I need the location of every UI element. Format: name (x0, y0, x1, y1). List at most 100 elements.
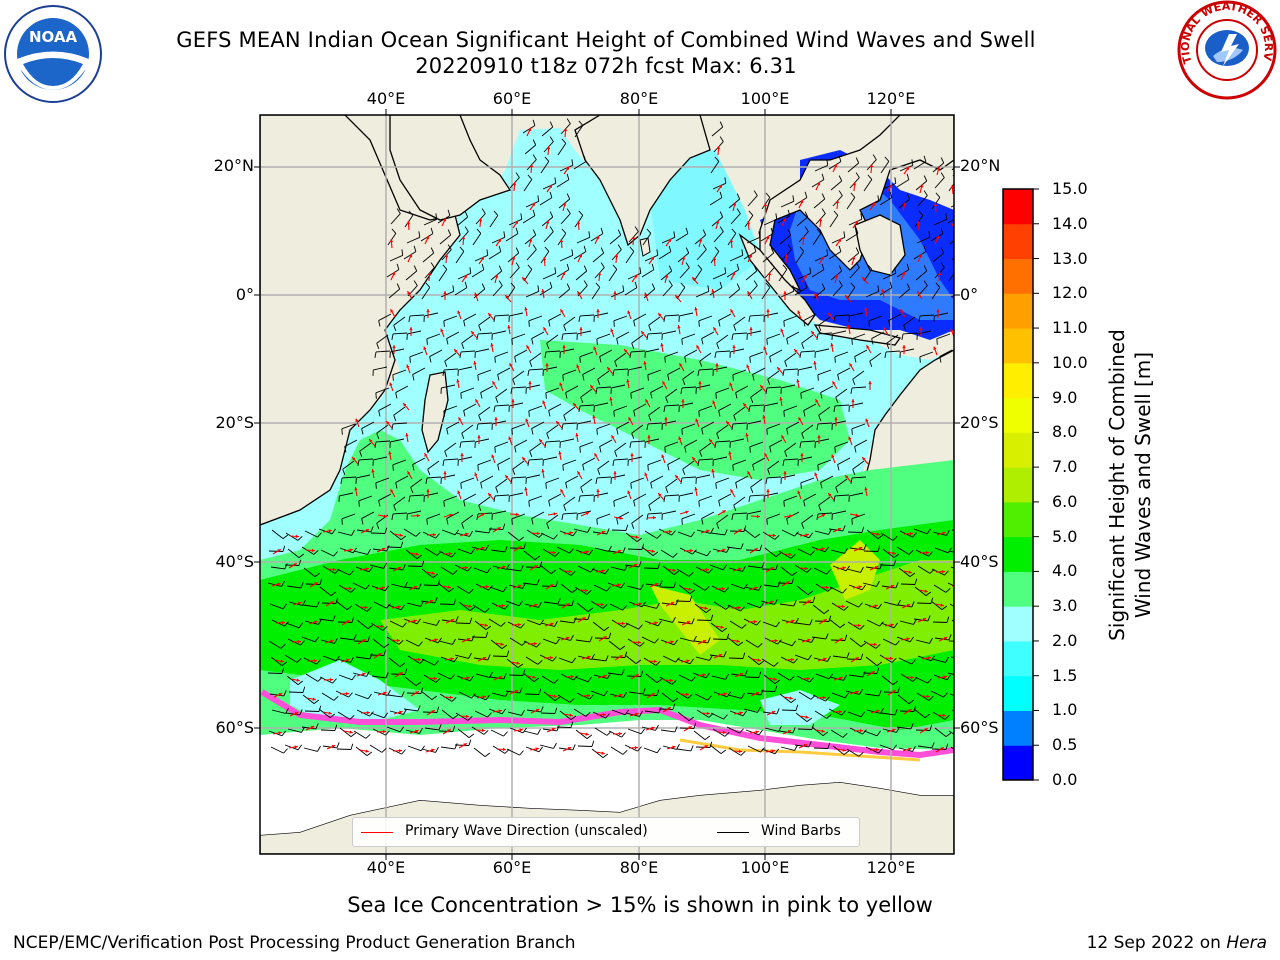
wind-barb (658, 245, 672, 260)
wind-barb (764, 547, 782, 557)
wind-barb (726, 636, 744, 646)
wind-barb (412, 457, 426, 471)
wind-barb (798, 596, 816, 603)
wind-barb (726, 543, 744, 550)
wind-barb (608, 547, 626, 554)
wave-direction-arrow (632, 602, 642, 606)
wind-barb (728, 283, 741, 299)
wind-barb (609, 229, 622, 245)
wave-direction-arrow (763, 346, 768, 356)
wave-direction-arrow (359, 749, 369, 753)
wind-barb (747, 745, 765, 753)
wind-barb (745, 639, 763, 648)
wave-direction-arrow (385, 420, 393, 429)
wave-direction-arrow (575, 433, 579, 443)
wave-direction-arrow (644, 472, 649, 482)
wind-barb (490, 639, 508, 649)
wind-barb (477, 369, 492, 381)
wind-barb (735, 475, 749, 489)
wind-barb (811, 726, 829, 736)
wave-direction-arrow (694, 307, 698, 317)
wave-direction-arrow (919, 184, 924, 194)
wind-barb (761, 282, 771, 300)
wind-barb (816, 422, 833, 430)
wind-barb (285, 622, 303, 629)
wind-barb (471, 263, 485, 278)
wind-barb (543, 226, 554, 243)
wave-direction-arrow (902, 747, 912, 752)
wave-direction-arrow (648, 256, 655, 265)
wind-barb (582, 457, 596, 471)
wave-direction-arrow (715, 363, 719, 372)
wave-direction-arrow (495, 238, 502, 247)
wave-direction-arrow (376, 547, 386, 553)
wind-barb (845, 227, 859, 242)
wind-barb (579, 351, 594, 363)
wind-barb (357, 458, 374, 466)
wind-barb (580, 388, 593, 403)
wave-direction-arrow (680, 659, 690, 663)
wind-barb (573, 526, 591, 533)
wave-direction-arrow (579, 732, 589, 736)
colorbar-tick: 12.0 (1052, 283, 1088, 303)
wave-direction-arrow (322, 711, 332, 715)
wind-barb (677, 531, 695, 538)
wave-direction-arrow (815, 398, 821, 408)
wave-direction-arrow (682, 587, 692, 591)
wave-direction-arrow (817, 657, 827, 662)
wave-direction-arrow (593, 346, 598, 356)
wind-barb (693, 264, 703, 282)
wind-barb (439, 693, 457, 702)
lon-label-bottom-100e: 100°E (740, 858, 790, 877)
wind-barb (305, 578, 323, 585)
wind-barb (454, 281, 468, 296)
wind-barb (644, 438, 660, 448)
wind-barb (355, 653, 373, 660)
wind-barb (612, 368, 629, 376)
wind-barb (800, 387, 815, 399)
wind-barb (472, 604, 490, 613)
wave-direction-arrow (716, 548, 726, 553)
wind-barb (559, 348, 575, 358)
wave-direction-arrow (615, 621, 626, 626)
wind-barb (339, 727, 357, 737)
wave-direction-arrow (729, 238, 734, 249)
wave-direction-arrow (700, 529, 710, 534)
wave-direction-arrow (443, 471, 447, 480)
wind-barb (849, 262, 860, 279)
wind-barb (388, 564, 406, 571)
wave-direction-arrow (867, 642, 878, 647)
wave-direction-arrow (598, 635, 607, 642)
wave-direction-arrow (935, 570, 946, 574)
wave-direction-arrow (562, 202, 567, 212)
wave-direction-arrow (288, 562, 297, 569)
wave-direction-arrow (955, 254, 958, 263)
wave-direction-arrow (508, 436, 513, 446)
wind-barb (896, 173, 910, 188)
wind-barb (846, 192, 856, 210)
wind-barb (763, 213, 778, 226)
wind-barb (760, 685, 778, 692)
wave-direction-arrow (527, 642, 538, 646)
wind-barb (916, 231, 931, 244)
wave-direction-arrow (458, 742, 467, 749)
chart-subtitle: 20220910 t18z 072h fcst Max: 6.31 (415, 54, 797, 78)
wave-direction-arrow (594, 602, 605, 607)
wind-barb (835, 478, 848, 493)
wind-barb (833, 494, 850, 502)
wave-direction-arrow (576, 364, 581, 374)
wind-barb (903, 316, 916, 331)
wave-direction-arrow (866, 344, 872, 354)
wind-barb (830, 729, 848, 738)
wind-barb (762, 531, 780, 540)
wind-barb (391, 422, 408, 430)
wind-barb (801, 334, 814, 349)
wind-barb (361, 511, 375, 525)
wind-barb (543, 598, 561, 605)
wave-direction-arrow (816, 513, 826, 519)
wind-barb (658, 703, 676, 710)
wave-direction-arrow (392, 749, 403, 753)
colorbar-tick: 3.0 (1052, 596, 1078, 616)
map-legend: Primary Wave Direction (unscaled) Wind B… (352, 817, 860, 847)
wind-barb (408, 494, 425, 502)
